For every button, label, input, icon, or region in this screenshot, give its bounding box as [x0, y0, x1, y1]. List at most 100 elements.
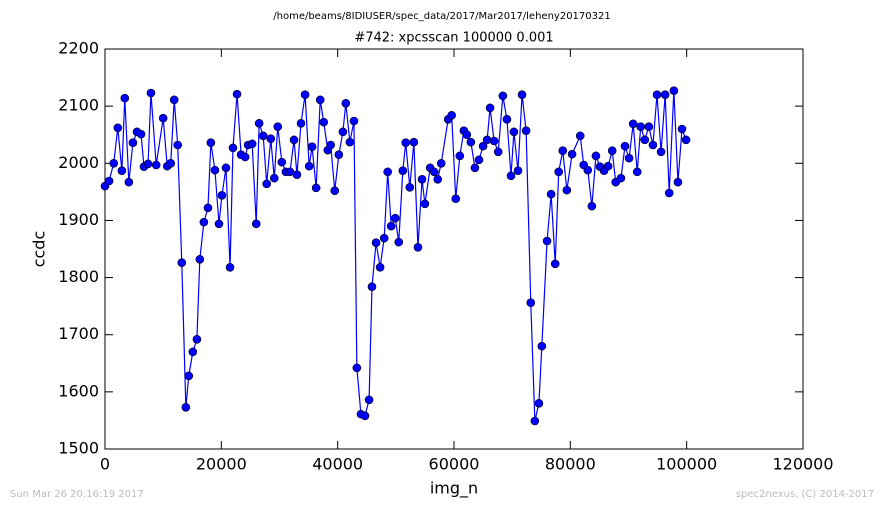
- data-point: [624, 153, 634, 163]
- data-point: [195, 254, 205, 264]
- data-point: [420, 199, 430, 209]
- x-tick-label: 20000: [196, 455, 247, 474]
- data-point: [169, 95, 179, 105]
- data-point: [506, 171, 516, 181]
- data-point: [489, 136, 499, 146]
- data-point: [254, 118, 264, 128]
- data-point: [109, 158, 119, 168]
- data-point: [360, 411, 370, 421]
- data-point: [143, 159, 153, 169]
- data-point: [330, 186, 340, 196]
- data-point: [206, 138, 216, 148]
- data-point: [334, 150, 344, 160]
- data-point: [151, 160, 161, 170]
- data-point: [326, 140, 335, 150]
- data-point: [398, 166, 408, 176]
- data-point: [656, 147, 666, 157]
- data-point: [338, 127, 348, 137]
- data-point: [451, 194, 461, 204]
- data-point: [232, 89, 242, 99]
- data-point: [493, 147, 503, 157]
- data-point: [273, 122, 283, 132]
- data-point: [558, 146, 568, 156]
- y-tick-label: 2100: [58, 96, 99, 115]
- data-point: [210, 165, 220, 175]
- data-point: [300, 90, 310, 100]
- data-point: [513, 166, 523, 176]
- data-point: [591, 151, 601, 161]
- data-point: [530, 416, 540, 426]
- data-point: [390, 213, 400, 223]
- y-tick-label: 1600: [58, 381, 99, 400]
- data-point: [120, 93, 130, 103]
- data-point: [664, 188, 674, 198]
- data-point: [349, 116, 359, 126]
- data-point: [640, 135, 650, 145]
- data-point: [181, 402, 191, 412]
- data-point: [470, 163, 480, 173]
- data-point: [367, 282, 377, 292]
- data-point: [417, 174, 427, 184]
- suptitle: /home/beams/8IDIUSER/spec_data/2017/Mar2…: [273, 11, 610, 22]
- y-tick-label: 1800: [58, 267, 99, 286]
- data-point: [521, 126, 531, 136]
- data-point: [251, 219, 261, 229]
- data-point: [567, 149, 577, 159]
- data-point: [405, 182, 415, 192]
- data-point: [136, 129, 146, 139]
- data-point: [409, 137, 419, 147]
- data-point: [266, 134, 276, 144]
- y-tick-label: 2200: [58, 39, 99, 58]
- data-point: [660, 90, 670, 100]
- data-point: [247, 139, 257, 149]
- data-point: [375, 262, 385, 272]
- x-tick-label: 100000: [656, 455, 717, 474]
- data-point: [429, 167, 439, 177]
- data-point: [262, 179, 272, 189]
- data-point: [681, 135, 691, 145]
- credit: spec2nexus, (C) 2014-2017: [736, 489, 874, 500]
- y-tick-label: 1500: [58, 439, 99, 458]
- data-point: [113, 123, 123, 133]
- data-point: [192, 334, 202, 344]
- data-point: [509, 127, 519, 137]
- data-point: [554, 167, 564, 177]
- data-point: [158, 113, 168, 123]
- data-point: [319, 117, 329, 127]
- x-tick-label: 0: [100, 455, 110, 474]
- data-point: [575, 131, 585, 141]
- chart-title: #742: xpcsscan 100000 0.001: [354, 31, 553, 46]
- data-point: [652, 90, 662, 100]
- data-point: [478, 141, 488, 151]
- data-point: [603, 161, 613, 171]
- data-point: [550, 259, 560, 269]
- data-point: [413, 242, 423, 252]
- y-axis-label: ccdc: [30, 231, 49, 268]
- data-point: [433, 174, 443, 184]
- x-tick-label: 40000: [312, 455, 363, 474]
- data-point: [644, 122, 654, 132]
- data-point: [474, 155, 484, 165]
- data-point: [607, 146, 617, 156]
- data-point: [199, 217, 209, 227]
- data-point: [307, 142, 317, 152]
- data-point: [258, 131, 268, 141]
- data-point: [401, 138, 411, 148]
- data-point: [485, 103, 495, 113]
- data-point: [455, 151, 465, 161]
- data-point: [632, 167, 642, 177]
- data-point: [225, 262, 235, 272]
- data-point: [296, 118, 306, 128]
- data-point: [616, 173, 626, 183]
- data-point: [583, 165, 593, 175]
- data-point: [466, 137, 476, 147]
- data-point: [188, 347, 198, 357]
- data-point: [502, 114, 512, 124]
- data-point: [304, 161, 314, 171]
- data-point: [292, 170, 302, 180]
- data-point: [587, 201, 597, 211]
- y-tick-label: 2000: [58, 153, 99, 172]
- data-point: [173, 140, 183, 150]
